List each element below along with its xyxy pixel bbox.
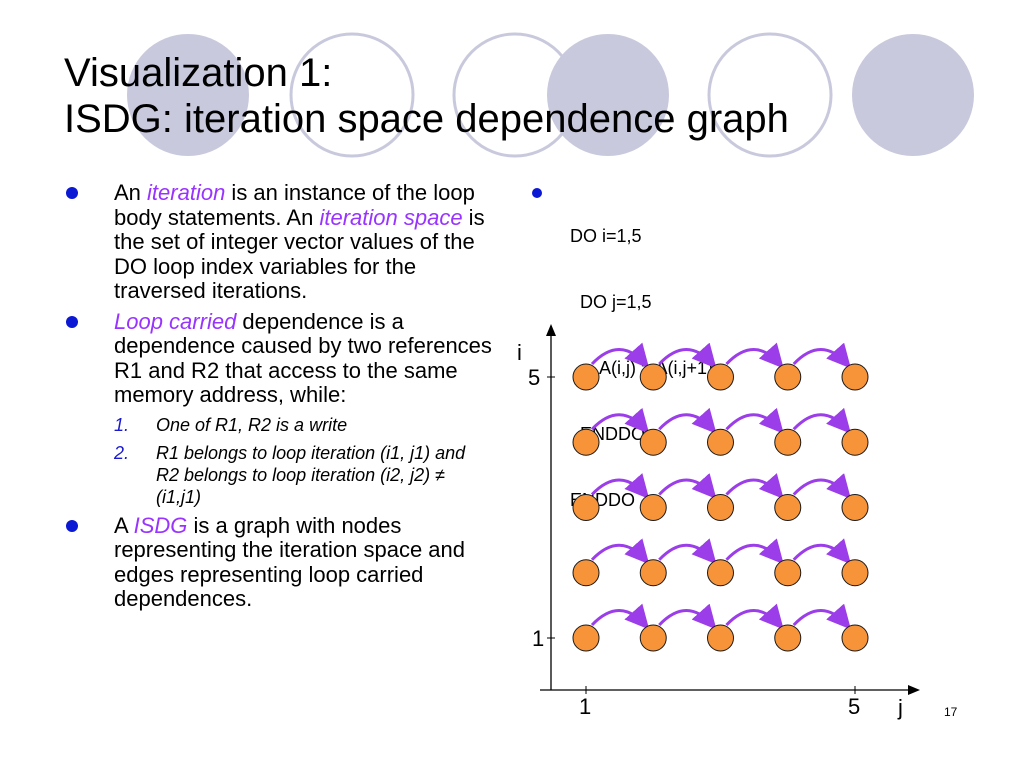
bullet-dot-icon [66, 187, 78, 199]
dependence-arrow [725, 473, 784, 499]
x-tick-label: 1 [579, 694, 591, 719]
dependence-arrow [792, 473, 851, 499]
iteration-node [572, 624, 600, 652]
y-axis-arrow-icon [546, 324, 556, 336]
sub-item-1: 1. One of R1, R2 is a write [62, 414, 492, 436]
iteration-node [639, 428, 667, 456]
term-iteration-space: iteration space [319, 204, 463, 230]
deco-circle [127, 34, 249, 156]
deco-circle [852, 34, 974, 156]
iteration-node [707, 428, 734, 456]
term-isdg: ISDG [133, 512, 188, 538]
dependence-arrow [725, 342, 784, 369]
iteration-node [639, 363, 667, 391]
deco-circle [707, 32, 833, 158]
dependence-arrow [792, 538, 851, 565]
dependence-arrow [590, 538, 650, 565]
iteration-node [774, 363, 802, 391]
iteration-node [707, 624, 734, 652]
code-line: DO j=1,5 [570, 292, 652, 312]
dependence-arrow [590, 342, 650, 369]
dependence-arrow [725, 603, 784, 630]
bullet-loop-carried: Loop carried dependence is a dependence … [62, 308, 492, 408]
iteration-node [707, 559, 734, 587]
iteration-node [841, 363, 869, 391]
bullet-iteration: An iteration is an instance of the loop … [62, 180, 492, 304]
y-tick-label: 5 [528, 365, 540, 390]
dependence-arrow [658, 342, 717, 369]
iteration-nodes [572, 363, 869, 652]
iteration-node [841, 494, 869, 521]
dependence-arrow [590, 603, 650, 630]
iteration-node [774, 624, 802, 652]
bullet-dot-icon [66, 519, 78, 532]
bullet-dot-icon [66, 315, 78, 328]
bullet-dot-icon [532, 188, 542, 198]
code-line: DO i=1,5 [570, 226, 642, 246]
dependence-arrow [725, 407, 784, 434]
title-line-1: Visualization 1: [64, 51, 333, 95]
iteration-node [572, 559, 600, 587]
x-axis-label: j [897, 695, 903, 720]
sub-item-text: One of R1, R2 is a write [156, 414, 348, 435]
definitions-list: An iteration is an instance of the loop … [62, 180, 492, 618]
dependence-arrow [658, 473, 717, 499]
iteration-node [774, 428, 802, 456]
slide-title: Visualization 1: ISDG: iteration space d… [64, 50, 789, 142]
x-tick-label: 5 [848, 694, 860, 719]
dependence-arrow [590, 407, 650, 434]
iteration-node [572, 428, 600, 456]
dependence-arrow [792, 407, 851, 434]
iteration-node [707, 494, 734, 521]
bullet-isdg: A ISDG is a graph with nodes representin… [62, 512, 492, 612]
x-axis-arrow-icon [908, 685, 920, 695]
sub-item-number: 1. [114, 414, 130, 435]
term-iteration: iteration [147, 180, 226, 205]
iteration-node [639, 624, 667, 652]
sub-item-2: 2. R1 belongs to loop iteration (i1, j1)… [62, 442, 492, 508]
y-axis-label: i [517, 340, 522, 365]
iteration-node [841, 624, 869, 652]
dependence-arrow [590, 473, 650, 499]
iteration-node [572, 494, 600, 521]
iteration-node [841, 559, 869, 587]
sub-item-number: 2. [114, 442, 130, 463]
iteration-node [774, 494, 802, 521]
iteration-node [841, 428, 869, 456]
dependence-arrow [725, 538, 784, 565]
iteration-node [707, 363, 734, 391]
iteration-node [774, 559, 802, 587]
iteration-node [639, 559, 667, 587]
dependence-arrow [658, 538, 717, 565]
page-number: 17 [944, 705, 958, 719]
dependence-arrow [792, 342, 851, 369]
term-loop-carried: Loop carried [114, 308, 237, 334]
iteration-node [639, 494, 667, 521]
iteration-node [572, 363, 600, 391]
y-tick-label: 1 [532, 626, 544, 651]
dependence-arrow [658, 407, 717, 434]
deco-circle [289, 32, 415, 158]
title-line-2: ISDG: iteration space dependence graph [64, 97, 789, 141]
dependence-edges [590, 342, 851, 630]
sub-item-text: R1 belongs to loop iteration (i1, j1) an… [156, 442, 466, 507]
dependence-arrow [658, 603, 717, 630]
deco-circle [547, 34, 669, 156]
dependence-arrow [792, 603, 851, 630]
